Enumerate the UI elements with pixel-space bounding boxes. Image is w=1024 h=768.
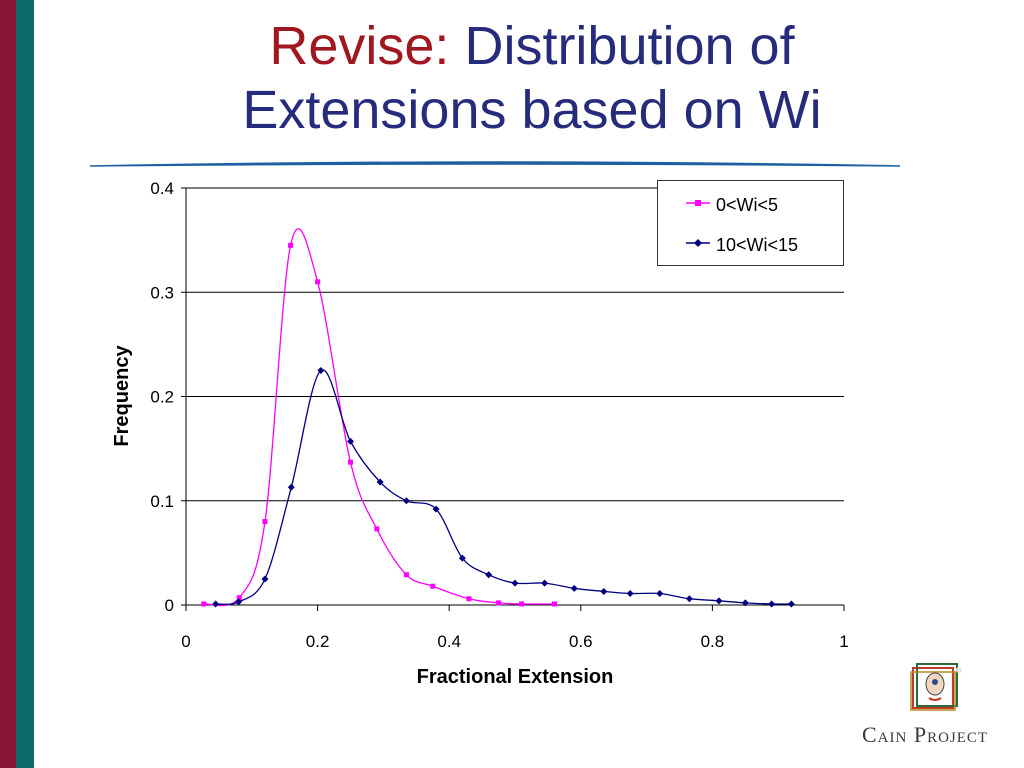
- data-point-series-2: [570, 584, 578, 592]
- data-point-series-1: [374, 526, 380, 532]
- data-point-series-2: [347, 437, 354, 445]
- x-tick-label: 0.8: [701, 632, 725, 651]
- x-tick-label: 1: [839, 632, 848, 651]
- left-accent-bar-red: [0, 0, 16, 768]
- data-point-series-2: [685, 595, 693, 603]
- left-accent-bar-teal: [16, 0, 34, 768]
- data-point-series-1: [430, 583, 436, 589]
- data-point-series-2: [741, 599, 749, 607]
- data-point-series-2: [715, 597, 723, 605]
- y-tick-label: 0.2: [150, 388, 174, 407]
- data-point-series-1: [201, 601, 207, 607]
- data-point-series-1: [519, 601, 525, 607]
- data-point-series-1: [348, 459, 353, 465]
- y-tick-label: 0.3: [150, 283, 174, 302]
- data-point-series-1: [236, 595, 242, 601]
- legend-marker-square-icon: [686, 200, 710, 206]
- data-point-series-1: [262, 519, 268, 525]
- series-line-2: [215, 369, 792, 605]
- y-tick-label: 0.1: [150, 492, 174, 511]
- y-tick-label: 0: [165, 596, 174, 615]
- y-tick-label: 0.4: [150, 179, 174, 198]
- title-line-2: Extensions based on Wi: [242, 80, 822, 140]
- title-divider-swoosh: [90, 161, 900, 167]
- data-point-series-2: [787, 600, 795, 608]
- data-point-series-2: [287, 483, 295, 491]
- data-point-series-1: [288, 242, 294, 248]
- x-tick-label: 0.6: [569, 632, 593, 651]
- title-line-1: Distribution of: [464, 16, 795, 76]
- data-point-series-2: [317, 366, 325, 374]
- data-point-series-2: [656, 590, 664, 598]
- data-point-series-1: [466, 596, 472, 602]
- cain-project-wordmark: Cain Project: [862, 722, 989, 747]
- data-point-series-2: [485, 571, 493, 579]
- cain-project-logo-icon: [910, 663, 962, 711]
- legend-label-series-1: 0<Wi<5: [716, 195, 779, 215]
- data-point-series-1: [315, 279, 321, 285]
- x-axis-label: Fractional Extension: [417, 666, 614, 688]
- data-point-series-2: [212, 600, 220, 608]
- x-tick-label: 0.4: [437, 632, 461, 651]
- chart-legend: 0<Wi<5 10<Wi<15: [657, 180, 844, 266]
- data-point-series-2: [541, 579, 549, 587]
- legend-label-series-2: 10<Wi<15: [716, 235, 799, 255]
- series-line-1: [203, 228, 555, 607]
- data-point-series-2: [376, 478, 384, 486]
- data-point-series-2: [600, 587, 608, 595]
- data-point-series-2: [511, 579, 519, 587]
- slide-title: Revise: Distribution of Extensions based…: [40, 14, 1024, 142]
- x-tick-label: 0: [181, 632, 190, 651]
- data-point-series-1: [551, 601, 557, 607]
- y-axis-label: Frequency: [111, 345, 133, 447]
- title-revise-prefix: Revise:: [269, 16, 450, 76]
- data-point-series-2: [626, 590, 634, 598]
- data-point-series-2: [235, 598, 243, 606]
- data-point-series-1: [496, 600, 502, 606]
- data-point-series-2: [402, 497, 410, 505]
- x-tick-label: 0.2: [306, 632, 330, 651]
- data-point-series-2: [432, 505, 440, 513]
- data-point-series-1: [403, 572, 409, 578]
- data-point-series-2: [261, 575, 269, 583]
- legend-marker-diamond-icon: [686, 239, 710, 247]
- data-point-series-2: [768, 600, 776, 608]
- data-point-series-2: [458, 554, 466, 562]
